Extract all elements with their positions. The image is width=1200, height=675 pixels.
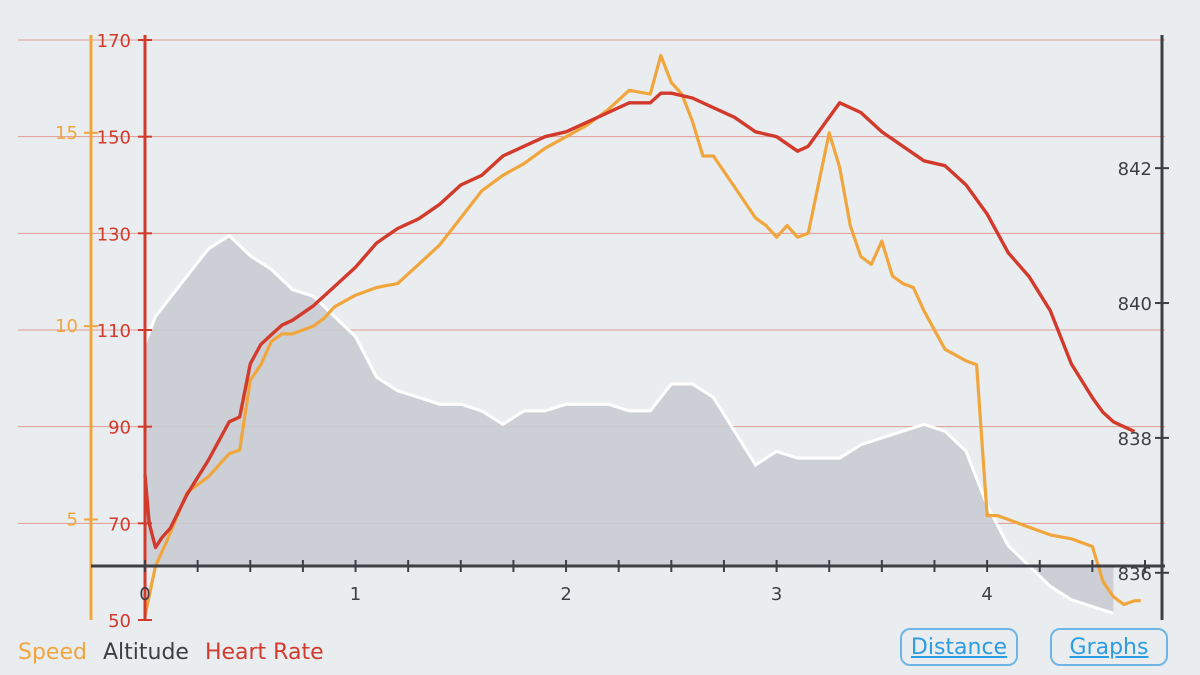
altitude-tick-label: 842 [1118,159,1152,180]
legend: Speed Altitude Heart Rate [18,640,340,665]
altitude-tick-label: 840 [1118,294,1152,315]
legend-speed: Speed [18,640,87,665]
altitude-line [143,233,1114,615]
axes [84,35,1169,621]
heart-rate-line [143,91,1136,550]
speed-tick-label: 5 [67,509,78,530]
distance-tick-label: 4 [981,584,992,605]
speed-line [143,53,1141,617]
heart-rate-tick-label: 90 [108,418,131,439]
speed-tick-label: 15 [55,123,78,144]
altitude-tick-label: 838 [1118,429,1152,450]
distance-button[interactable]: Distance [900,628,1018,666]
speed-tick-label: 10 [55,316,78,337]
heart-rate-tick-label: 50 [108,611,131,630]
tick-labels: 5 10 15 50 70 90 110 130 150 170 836 838 840 842 0 1 2 3 4 [55,31,1152,630]
distance-tick-label: 1 [350,584,361,605]
distance-tick-label: 0 [139,584,150,605]
heart-rate-tick-label: 70 [108,514,131,535]
heart-rate-tick-label: 170 [97,31,131,52]
legend-heart-rate: Heart Rate [204,640,324,665]
graphs-button[interactable]: Graphs [1050,628,1168,666]
altitude-area [145,235,1114,614]
activity-chart: 5 10 15 50 70 90 110 130 150 170 836 838 840 842 0 1 2 3 4 [18,31,1169,630]
heart-rate-tick-label: 110 [97,321,131,342]
distance-tick-label: 2 [560,584,571,605]
altitude-tick-label: 836 [1118,564,1152,585]
heart-rate-tick-label: 150 [97,128,131,149]
distance-tick-label: 3 [771,584,782,605]
legend-altitude: Altitude [102,640,189,665]
heart-rate-tick-label: 130 [97,224,131,245]
